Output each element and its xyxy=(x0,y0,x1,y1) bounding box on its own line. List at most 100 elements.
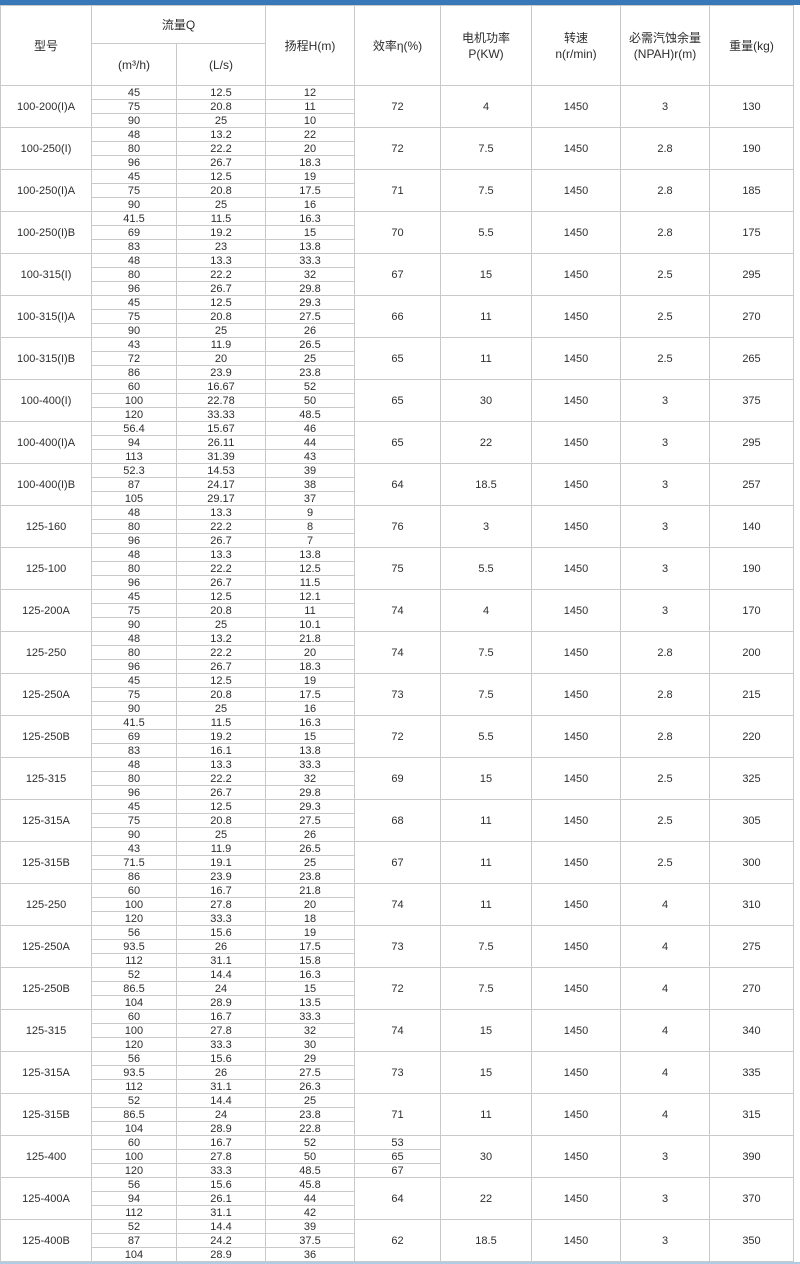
flow-m3h-cell: 83 xyxy=(91,743,177,758)
power-cell: 4 xyxy=(440,589,532,632)
speed-cell: 1450 xyxy=(531,295,621,338)
flow-m3h-cell: 75 xyxy=(91,309,177,324)
spec-subrow: 100-250(I)B 41.5 11.5 16.3 70 5.5 1450 2.8 175 xyxy=(0,211,794,254)
spec-subrow: 96 26.7 18.3 xyxy=(1,155,794,170)
weight-cell: 300 xyxy=(709,841,794,884)
head-cell: 18.3 xyxy=(265,659,355,674)
flow-ls-cell: 15.67 xyxy=(176,421,266,436)
head-cell: 32 xyxy=(265,1023,355,1038)
flow-ls-cell: 26.7 xyxy=(176,281,266,296)
power-cell: 7.5 xyxy=(440,169,532,212)
flow-ls-cell: 13.3 xyxy=(176,757,266,772)
flow-ls-cell: 16.1 xyxy=(176,743,266,758)
spec-subrow: 125-200A 45 12.5 12.1 74 4 1450 3 170 xyxy=(0,589,794,632)
spec-subrow: 125-315A 56 15.6 29 73 15 1450 4 335 xyxy=(0,1051,794,1094)
flow-ls-cell: 26.7 xyxy=(176,155,266,170)
head-cell: 13.8 xyxy=(265,547,355,562)
efficiency-cell: 65 xyxy=(354,1149,441,1164)
flow-m3h-cell: 41.5 xyxy=(91,211,177,226)
flow-m3h-cell: 56 xyxy=(91,1051,177,1066)
efficiency-cell: 62 xyxy=(354,1219,441,1262)
flow-m3h-cell: 52 xyxy=(91,967,177,982)
efficiency-cell: 67 xyxy=(354,841,441,884)
flow-ls-cell: 22.78 xyxy=(176,393,266,408)
spec-subrow: 100-315(I) 48 13.3 33.3 67 15 1450 2.5 295 xyxy=(0,253,794,296)
head-cell: 8 xyxy=(265,519,355,534)
speed-cell: 1450 xyxy=(531,925,621,968)
flow-ls-cell: 20.8 xyxy=(176,687,266,702)
head-cell: 29.3 xyxy=(265,295,355,310)
flow-m3h-cell: 100 xyxy=(91,1023,177,1038)
efficiency-cell: 72 xyxy=(354,127,441,170)
model-cell: 100-250(I)A xyxy=(0,169,92,212)
npsh-cell: 2.5 xyxy=(620,253,710,296)
flow-ls-cell: 24 xyxy=(176,981,266,996)
speed-cell: 1450 xyxy=(531,631,621,674)
weight-cell: 305 xyxy=(709,799,794,842)
flow-ls-cell: 27.8 xyxy=(176,1149,266,1164)
flow-ls-cell: 25 xyxy=(176,701,266,716)
pump-spec-table: 型号 流量Q 扬程H(m) 效率η(%) 电机功率 P(KW) 转速 n(r/m… xyxy=(0,5,794,1262)
head-cell: 37 xyxy=(265,491,355,506)
spec-subrow: 87 24.17 38 xyxy=(1,477,794,492)
flow-m3h-cell: 86 xyxy=(91,869,177,884)
flow-ls-cell: 31.1 xyxy=(176,1079,266,1094)
spec-subrow: 120 33.33 48.5 xyxy=(1,407,794,422)
head-cell: 9 xyxy=(265,505,355,520)
head-cell: 44 xyxy=(265,1191,355,1206)
flow-m3h-cell: 96 xyxy=(91,659,177,674)
npsh-cell: 2.5 xyxy=(620,799,710,842)
weight-cell: 265 xyxy=(709,337,794,380)
head-cell: 20 xyxy=(265,897,355,912)
flow-ls-cell: 33.3 xyxy=(176,1163,266,1178)
head-cell: 27.5 xyxy=(265,813,355,828)
npsh-cell: 2.8 xyxy=(620,127,710,170)
efficiency-cell: 76 xyxy=(354,505,441,548)
head-cell: 21.8 xyxy=(265,631,355,646)
flow-ls-cell: 14.4 xyxy=(176,967,266,982)
flow-ls-cell: 20.8 xyxy=(176,603,266,618)
flow-ls-cell: 19.1 xyxy=(176,855,266,870)
speed-cell: 1450 xyxy=(531,211,621,254)
efficiency-cell: 69 xyxy=(354,757,441,800)
model-cell: 125-250 xyxy=(0,631,92,674)
head-cell: 46 xyxy=(265,421,355,436)
flow-m3h-cell: 52 xyxy=(91,1219,177,1234)
flow-ls-cell: 12.5 xyxy=(176,85,266,100)
flow-ls-cell: 13.2 xyxy=(176,127,266,142)
flow-m3h-cell: 104 xyxy=(91,1121,177,1136)
spec-subrow: 86 23.9 23.8 xyxy=(1,869,794,884)
model-cell: 125-400B xyxy=(0,1219,92,1262)
flow-m3h-cell: 120 xyxy=(91,1037,177,1052)
flow-m3h-cell: 112 xyxy=(91,1079,177,1094)
speed-cell: 1450 xyxy=(531,757,621,800)
model-cell: 125-400 xyxy=(0,1135,92,1178)
npsh-cell: 3 xyxy=(620,379,710,422)
efficiency-cell: 75 xyxy=(354,547,441,590)
weight-cell: 375 xyxy=(709,379,794,422)
power-cell: 7.5 xyxy=(440,673,532,716)
flow-m3h-cell: 83 xyxy=(91,239,177,254)
efficiency-cell: 73 xyxy=(354,673,441,716)
efficiency-cell: 72 xyxy=(354,967,441,1010)
model-cell: 100-250(I)B xyxy=(0,211,92,254)
flow-ls-cell: 16.67 xyxy=(176,379,266,394)
head-cell: 30 xyxy=(265,1037,355,1052)
weight-cell: 200 xyxy=(709,631,794,674)
npsh-cell: 3 xyxy=(620,1135,710,1178)
spec-subrow: 125-315 48 13.3 33.3 69 15 1450 2.5 325 xyxy=(0,757,794,800)
head-cell: 19 xyxy=(265,169,355,184)
spec-subrow: 93.5 26 17.5 xyxy=(1,939,794,954)
power-cell: 7.5 xyxy=(440,967,532,1010)
flow-m3h-cell: 120 xyxy=(91,911,177,926)
speed-cell: 1450 xyxy=(531,1093,621,1136)
flow-ls-cell: 26 xyxy=(176,1065,266,1080)
model-cell: 125-315 xyxy=(0,1009,92,1052)
spec-subrow: 125-400B 52 14.4 39 62 18.5 1450 3 350 xyxy=(0,1219,794,1262)
npsh-cell: 2.5 xyxy=(620,295,710,338)
speed-cell: 1450 xyxy=(531,883,621,926)
model-cell: 100-250(I) xyxy=(0,127,92,170)
weight-cell: 325 xyxy=(709,757,794,800)
speed-cell: 1450 xyxy=(531,421,621,464)
flow-m3h-cell: 104 xyxy=(91,995,177,1010)
